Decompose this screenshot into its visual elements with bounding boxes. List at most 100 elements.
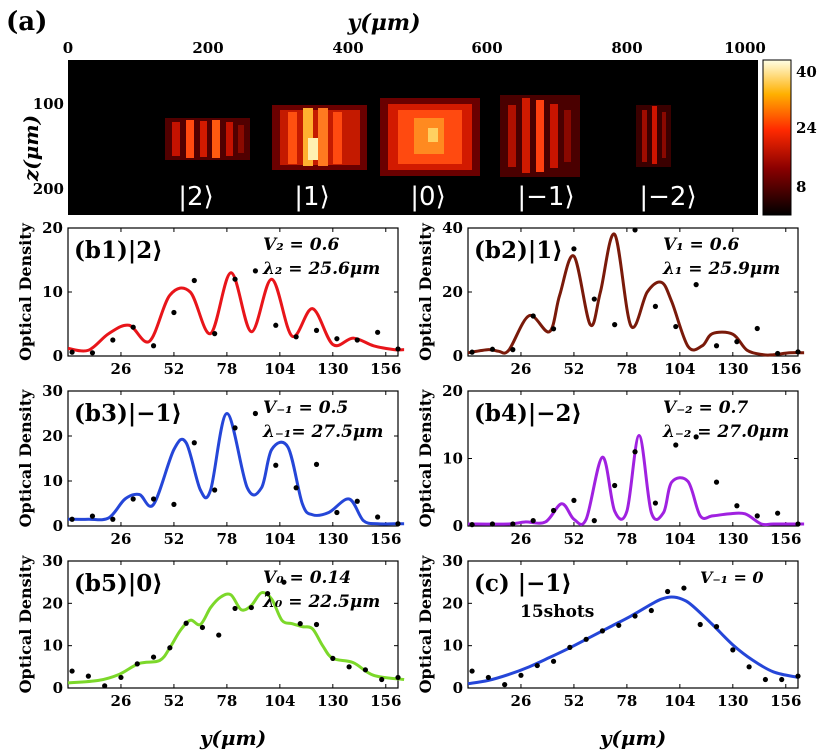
x-tick-label: 130: [717, 360, 748, 378]
plot-frame: [67, 390, 399, 527]
data-point: [485, 674, 491, 681]
fit-curve: [467, 595, 799, 686]
data-point: [69, 349, 75, 355]
data-point: [534, 662, 540, 669]
data-point: [248, 604, 254, 611]
panel-annotation: λ₋₁= 27.5μm: [262, 422, 383, 442]
data-point: [795, 521, 801, 527]
y-tick-label: 30: [42, 382, 63, 400]
data-point: [232, 605, 238, 612]
panel-b1: 26 52 78 104 130 156 0 10 20 (b1)|2⟩ V₂ = 0.6 λ₂ = …: [16, 219, 405, 378]
data-point: [510, 347, 516, 353]
x-tick-label: 26: [111, 360, 132, 378]
panel-b3: 26 52 78 104 130 156 0 10 20 30 (b3)|−1⟩ V₋₁ = 0.5 λ…: [16, 382, 405, 548]
fit-curve: [67, 271, 405, 353]
data-point: [85, 673, 91, 679]
y-tick-label: 10: [42, 637, 63, 655]
data-point: [150, 343, 157, 349]
data-point: [199, 624, 206, 631]
data-point: [762, 676, 769, 683]
x-tick-label: 78: [616, 360, 637, 378]
x-tick-label: 104: [264, 692, 295, 710]
y-tick-label: 20: [442, 382, 463, 400]
colorbar-tick-label: 8: [796, 178, 806, 196]
data-point: [375, 514, 381, 520]
x-tick-label: 400: [332, 39, 363, 57]
x-tick-label: 52: [163, 530, 184, 548]
x-tick-label: 156: [370, 530, 401, 548]
panel-a-xlabel: y(μm): [347, 10, 421, 36]
panel-a-x-ticks: 0 200 400 600 800 1000: [63, 39, 766, 57]
data-point: [734, 503, 740, 509]
x-tick-label: 104: [264, 530, 295, 548]
x-axis-label: y(μm): [199, 726, 266, 750]
y-tick-label: 10: [442, 637, 463, 655]
data-point: [273, 322, 279, 328]
data-point: [730, 647, 736, 653]
state-label: |0⟩: [410, 182, 445, 212]
x-tick-label: 26: [511, 530, 532, 548]
x-tick-label: 52: [163, 692, 184, 710]
y-axis-label: Optical Density: [16, 389, 35, 528]
y-tick-label: 0: [53, 347, 63, 365]
data-point: [330, 655, 336, 661]
panel-label: (b1)|2⟩: [74, 237, 163, 264]
data-point: [681, 585, 687, 591]
data-point: [216, 632, 222, 638]
panel-a: (a) y(μm) 0 200 400 600 800 1000: [6, 7, 817, 216]
x-tick-label: 156: [770, 692, 801, 710]
data-point: [118, 674, 124, 681]
data-point: [591, 296, 597, 302]
y-tick-label: 200: [33, 180, 64, 198]
data-point: [346, 664, 352, 670]
data-point: [334, 509, 340, 516]
data-point: [212, 331, 218, 337]
data-point: [632, 613, 638, 619]
colorbar-tick-label: 24: [796, 119, 817, 137]
plot-frame: [467, 560, 799, 689]
x-tick-label: 130: [317, 692, 348, 710]
atom-cloud-minus2: [636, 105, 671, 167]
data-point: [354, 498, 360, 504]
data-point: [273, 462, 279, 468]
atom-cloud-2: [165, 118, 250, 160]
x-axis-label: y(μm): [599, 726, 666, 750]
data-point: [697, 621, 703, 628]
x-tick-label: 78: [216, 530, 237, 548]
x-tick-label: 200: [192, 39, 223, 57]
line-panels: 26 52 78 104 130 156 0 10 20 (b1)|2⟩ V₂ = 0.6 λ₂ = …: [16, 219, 805, 750]
x-tick-label: 26: [511, 360, 532, 378]
y-tick-label: 10: [42, 283, 63, 301]
x-tick-label: 130: [317, 360, 348, 378]
panel-annotation: λ₂ = 25.6μm: [262, 259, 380, 279]
data-point: [395, 346, 401, 352]
plot-frame: [467, 227, 799, 357]
y-tick-label: 30: [42, 552, 63, 570]
y-axis-label: Optical Density: [416, 389, 435, 528]
x-tick-label: 78: [616, 530, 637, 548]
data-point: [673, 442, 679, 448]
panel-b5: 26 52 78 104 130 156 0 10 20 30 (b5)|0⟩ V₀ = 0.14 λ₀…: [16, 552, 405, 710]
y-tick-label: 0: [453, 679, 463, 697]
panel-label: (b5)|0⟩: [74, 570, 163, 597]
panel-c: 26 52 78 104 130 156 0 10 20 30 (c) |−1⟩ V₋₁ = 0 15s…: [416, 552, 801, 710]
data-point: [591, 518, 597, 524]
data-point: [652, 303, 659, 309]
data-point: [734, 339, 740, 345]
state-label: |−2⟩: [639, 182, 696, 212]
data-point: [395, 521, 401, 527]
data-point: [110, 516, 116, 522]
data-point: [693, 282, 699, 288]
x-tick-label: 104: [664, 360, 695, 378]
x-tick-label: 156: [370, 360, 401, 378]
data-point: [89, 513, 96, 519]
data-point: [489, 521, 496, 527]
data-point: [550, 507, 557, 514]
y-tick-label: 0: [453, 347, 463, 365]
panel-label: (c) |−1⟩: [474, 570, 572, 597]
y-tick-label: 20: [42, 219, 63, 237]
data-point: [313, 621, 320, 628]
data-point: [191, 277, 197, 284]
x-tick-label: 52: [563, 692, 584, 710]
panel-b4: 26 52 78 104 130 156 0 10 20 (b4)|−2⟩ V₋₂ = 0.7 λ₋₂…: [416, 382, 805, 548]
